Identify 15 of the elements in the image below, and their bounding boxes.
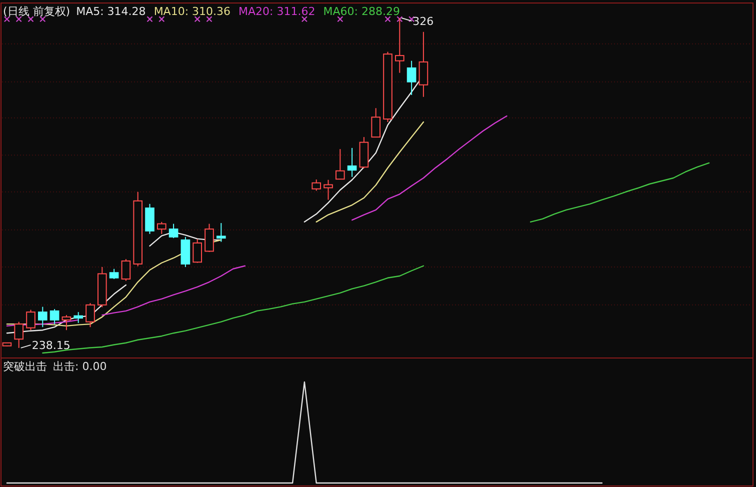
candlestick bbox=[394, 18, 404, 74]
annotation: 238.15 bbox=[32, 338, 70, 352]
annotation: 326 bbox=[412, 15, 434, 28]
candlestick bbox=[406, 60, 416, 96]
text: MA5: 314.28 bbox=[76, 5, 146, 18]
text: MA20: 311.62 bbox=[238, 5, 316, 18]
candlestick bbox=[347, 147, 357, 178]
candlestick bbox=[418, 31, 428, 98]
candlestick bbox=[74, 312, 84, 324]
candlestick bbox=[216, 222, 226, 242]
chart-title: (日线 前复权) bbox=[3, 5, 70, 18]
text: MA60: 288.29 bbox=[323, 5, 400, 18]
text: 出击: 0.00 bbox=[53, 360, 107, 373]
text: MA10: 310.36 bbox=[154, 5, 231, 18]
chart-title: 突破出击 bbox=[3, 360, 47, 373]
